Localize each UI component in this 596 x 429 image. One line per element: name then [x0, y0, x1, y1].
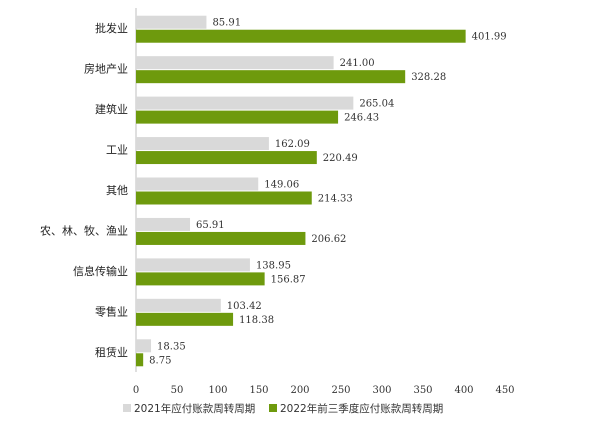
data-label: 328.28: [411, 72, 446, 83]
data-label: 118.38: [239, 315, 274, 326]
data-label: 206.62: [311, 234, 346, 245]
data-label: 220.49: [323, 153, 358, 164]
category-label: 工业: [106, 144, 128, 157]
bar-2021: [136, 298, 221, 312]
x-tick-label: 250: [331, 385, 350, 396]
bar-2022: [136, 29, 466, 43]
x-tick-label: 350: [413, 385, 432, 396]
data-label: 401.99: [472, 32, 507, 43]
legend-label: 2021年应付账款周转周期: [134, 402, 255, 415]
bar-2021: [136, 15, 207, 29]
bar-2021: [136, 177, 259, 191]
legend-label: 2022年前三季度应付账款周转周期: [280, 402, 443, 415]
x-tick-label: 400: [454, 385, 473, 396]
x-tick-label: 300: [372, 385, 391, 396]
legend-swatch-2022: [269, 404, 277, 412]
bar-2022: [136, 151, 317, 165]
data-label: 246.43: [344, 113, 379, 124]
category-label: 批发业: [95, 21, 128, 35]
data-label: 18.35: [157, 341, 186, 352]
category-label: 农、林、牧、渔业: [40, 223, 128, 237]
data-label: 149.06: [264, 180, 299, 191]
category-label: 其他: [106, 184, 128, 197]
bar-2021: [136, 217, 191, 231]
x-tick-label: 100: [208, 385, 227, 396]
category-label: 租赁业: [95, 345, 128, 359]
bar-2022: [136, 110, 339, 124]
x-tick-label: 0: [133, 385, 139, 396]
data-label: 103.42: [227, 301, 262, 312]
data-label: 214.33: [318, 194, 353, 205]
bar-2021: [136, 56, 334, 70]
data-label: 65.91: [196, 220, 225, 231]
bar-2022: [136, 231, 306, 245]
x-tick-label: 450: [495, 385, 514, 396]
data-label: 241.00: [340, 58, 375, 69]
category-label: 房地产业: [84, 62, 128, 76]
data-label: 138.95: [256, 260, 291, 271]
data-label: 265.04: [359, 99, 394, 110]
bar-2022: [136, 191, 312, 205]
bar-2021: [136, 137, 269, 151]
bar-2021: [136, 258, 250, 272]
category-label: 零售业: [95, 304, 128, 318]
bar-2021: [136, 96, 354, 110]
bar-2022: [136, 272, 265, 286]
category-label: 信息传输业: [73, 264, 128, 278]
category-label: 建筑业: [95, 102, 128, 116]
legend-swatch-2021: [123, 404, 131, 412]
bar-2021: [136, 339, 152, 353]
x-tick-label: 200: [290, 385, 309, 396]
data-label: 162.09: [275, 139, 310, 150]
x-tick-label: 150: [249, 385, 268, 396]
data-label: 156.87: [271, 274, 306, 285]
data-label: 85.91: [212, 18, 241, 29]
data-label: 8.75: [149, 355, 171, 366]
bar-2022: [136, 70, 406, 84]
x-tick-label: 50: [171, 385, 184, 396]
bar-2022: [136, 353, 144, 367]
bar-2022: [136, 312, 234, 326]
